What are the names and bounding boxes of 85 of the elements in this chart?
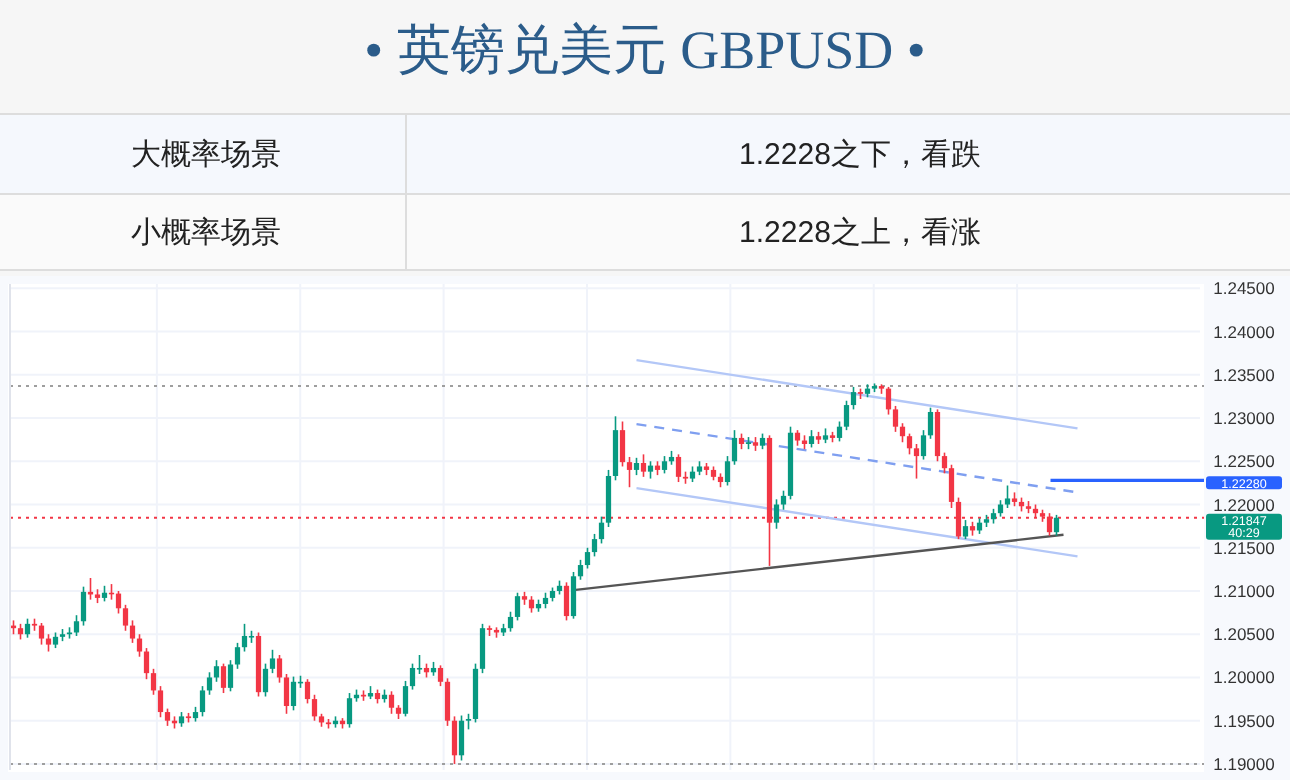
y-tick-label: 1.19500	[1213, 710, 1276, 731]
candlestick	[122, 604, 129, 632]
candlestick	[584, 546, 591, 570]
candlestick	[38, 622, 45, 646]
candlestick	[220, 662, 227, 694]
candlestick	[941, 451, 948, 475]
candlestick	[927, 406, 934, 440]
candlestick	[843, 399, 850, 431]
candlestick	[885, 386, 892, 416]
candlestick	[24, 617, 31, 639]
candlestick	[724, 455, 731, 487]
candlestick	[899, 422, 906, 444]
candlestick	[514, 591, 521, 622]
candlestick	[241, 623, 248, 653]
candlestick	[451, 715, 458, 765]
candlestick	[346, 692, 353, 729]
y-tick-label: 1.20500	[1213, 624, 1276, 645]
y-tick-label: 1.20000	[1213, 667, 1276, 688]
candlestick	[157, 685, 164, 719]
candlestick	[234, 642, 241, 670]
candlestick	[892, 405, 899, 433]
candlestick	[115, 590, 122, 615]
candlestick	[836, 420, 843, 443]
candlestick	[731, 429, 738, 466]
candlestick	[409, 662, 416, 691]
candlestick	[850, 386, 857, 411]
candlestick	[577, 559, 584, 581]
candlestick	[73, 614, 80, 637]
candlestick	[150, 668, 157, 696]
candlestick	[1004, 484, 1011, 509]
candlestick	[276, 654, 283, 684]
candlestick	[675, 453, 682, 483]
candlestick	[143, 647, 150, 680]
y-tick-label: 1.23500	[1213, 364, 1276, 385]
candlestick	[619, 420, 626, 468]
candlestick	[283, 673, 290, 715]
candlestick	[136, 633, 143, 658]
y-tick-label: 1.23000	[1213, 408, 1276, 429]
candlestick	[304, 678, 311, 705]
candlestick	[640, 453, 647, 478]
candlestick	[402, 680, 409, 718]
y-tick-label: 1.24000	[1213, 321, 1276, 342]
y-tick-label: 1.22000	[1213, 494, 1276, 515]
candlestick	[570, 571, 577, 620]
candlestick	[1053, 514, 1060, 537]
y-tick-label: 1.22500	[1213, 451, 1276, 472]
candlestick	[290, 675, 297, 712]
candlestick	[780, 489, 787, 511]
candlestick	[80, 585, 87, 627]
candlestick	[773, 498, 780, 530]
text: 1.2228之下，看跌	[739, 138, 981, 172]
candlestick	[444, 677, 451, 727]
candlestick	[934, 408, 941, 463]
candlestick	[311, 693, 318, 722]
candlestick	[227, 659, 234, 693]
candlestick	[948, 463, 955, 509]
candlestick	[962, 519, 969, 540]
candlestick	[437, 664, 444, 687]
candlestick	[913, 443, 920, 480]
candlestick	[129, 619, 136, 644]
y-tick-label: 1.21500	[1213, 537, 1276, 558]
chart-title: • 英镑兑美元 GBPUSD •	[364, 20, 926, 80]
candlestick	[458, 714, 465, 762]
candlestick	[507, 610, 514, 633]
candlestick	[626, 456, 633, 489]
candlestick	[591, 533, 598, 558]
candlestick	[199, 685, 206, 718]
candlestick	[213, 659, 220, 683]
candlestick	[388, 690, 395, 715]
y-tick-label: 1.19000	[1213, 753, 1276, 774]
candlestick	[598, 515, 605, 545]
candlestick	[262, 662, 269, 698]
candlestick	[206, 671, 213, 696]
text: 大概率场景	[131, 138, 281, 172]
y-tick-label: 1.21000	[1213, 580, 1276, 601]
candlestick	[612, 415, 619, 482]
candlestick	[605, 469, 612, 528]
candlestick	[920, 429, 927, 461]
candlestick	[479, 623, 486, 674]
candlestick	[269, 649, 276, 674]
candlestick	[906, 432, 913, 456]
candlestick	[563, 581, 570, 622]
text: 小概率场景	[131, 216, 281, 250]
text: 1.2228之上，看涨	[739, 216, 981, 250]
y-tick-label: 1.24500	[1213, 278, 1276, 299]
